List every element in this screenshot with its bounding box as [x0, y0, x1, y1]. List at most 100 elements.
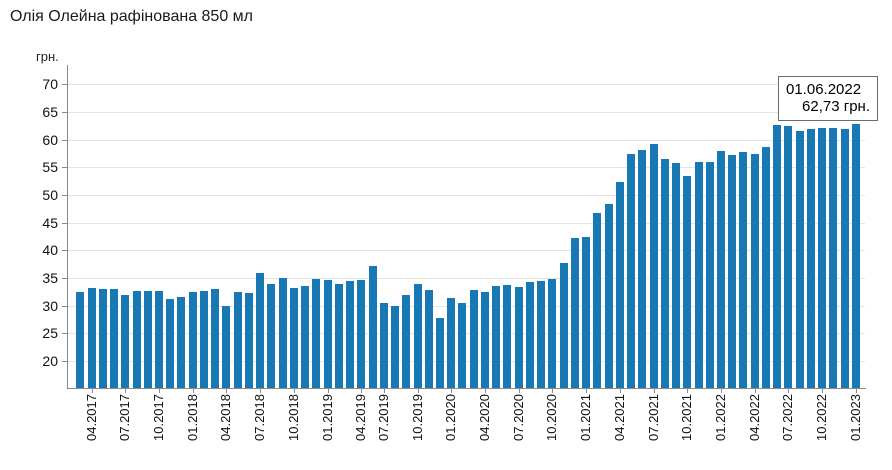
- bar-04.2018[interactable]: [222, 305, 231, 388]
- x-axis-tick: [193, 389, 194, 393]
- bar-10.2017[interactable]: [154, 290, 163, 388]
- bar-07.2020[interactable]: [514, 287, 523, 388]
- bar-10.2021[interactable]: [683, 176, 692, 388]
- bar-11.2020[interactable]: [559, 262, 568, 388]
- bar-04.2019[interactable]: [357, 279, 366, 388]
- bar-07.2018[interactable]: [256, 273, 265, 388]
- bar-06.2017[interactable]: [110, 289, 119, 388]
- bar-03.2017[interactable]: [76, 292, 85, 388]
- bar-05.2019[interactable]: [368, 266, 377, 388]
- bar-12.2020[interactable]: [570, 238, 579, 388]
- bar-08.2018[interactable]: [267, 283, 276, 388]
- bar-03.2019[interactable]: [346, 281, 355, 388]
- bar-04.2021[interactable]: [615, 181, 624, 388]
- bar-11.2019[interactable]: [424, 289, 433, 388]
- bar-01.2019[interactable]: [323, 279, 332, 388]
- bar-06.2020[interactable]: [503, 284, 512, 388]
- y-axis-tick: [62, 278, 67, 279]
- bar-05.2017[interactable]: [98, 289, 107, 388]
- bar-11.2022[interactable]: [829, 127, 838, 388]
- bar-02.2019[interactable]: [334, 283, 343, 388]
- bar-08.2022[interactable]: [795, 130, 804, 388]
- x-tick-label: 01.2021: [578, 394, 594, 441]
- bar-09.2019[interactable]: [402, 295, 411, 388]
- x-tick-label: 10.2017: [151, 394, 166, 441]
- bar-01.2020[interactable]: [447, 298, 456, 388]
- bar-02.2018[interactable]: [199, 290, 208, 388]
- bar-06.2022[interactable]: [773, 124, 782, 388]
- bar-11.2021[interactable]: [694, 161, 703, 388]
- bar-09.2022[interactable]: [806, 128, 815, 388]
- bar-02.2021[interactable]: [593, 212, 602, 388]
- bar-05.2018[interactable]: [233, 292, 242, 388]
- x-tick-label: 10.2019: [409, 394, 425, 441]
- bar-09.2021[interactable]: [672, 163, 681, 388]
- bar-12.2017[interactable]: [177, 297, 186, 388]
- bar-11.2018[interactable]: [301, 285, 310, 388]
- bar-05.2020[interactable]: [492, 286, 501, 388]
- bar-04.2022[interactable]: [750, 154, 759, 388]
- y-tick-label: 25: [42, 325, 58, 341]
- bar-08.2019[interactable]: [391, 306, 400, 388]
- bar-12.2018[interactable]: [312, 279, 321, 388]
- x-tick-label: 07.2020: [510, 394, 526, 441]
- bar-10.2022[interactable]: [818, 127, 827, 388]
- bar-03.2022[interactable]: [739, 152, 748, 388]
- gridline: [68, 167, 865, 168]
- bar-09.2020[interactable]: [537, 280, 546, 388]
- bar-06.2018[interactable]: [244, 293, 253, 388]
- y-tick-label: 65: [42, 104, 58, 120]
- bar-07.2021[interactable]: [649, 143, 658, 388]
- gridline: [68, 361, 865, 362]
- x-tick-label: 01.2023: [847, 394, 863, 441]
- y-tick-label: 70: [42, 76, 58, 92]
- x-tick-label: 04.2021: [611, 394, 627, 441]
- bar-11.2017[interactable]: [166, 299, 175, 388]
- bar-02.2022[interactable]: [728, 154, 737, 388]
- bar-12.2022[interactable]: [840, 129, 849, 388]
- bar-03.2018[interactable]: [211, 289, 220, 388]
- bar-01.2018[interactable]: [188, 292, 197, 388]
- bar-02.2020[interactable]: [458, 302, 467, 388]
- gridline: [68, 278, 865, 279]
- bar-08.2017[interactable]: [132, 290, 141, 388]
- bar-05.2021[interactable]: [627, 154, 636, 388]
- bar-04.2017[interactable]: [87, 287, 96, 388]
- bar-07.2022[interactable]: [784, 126, 793, 388]
- bar-04.2020[interactable]: [480, 292, 489, 388]
- bar-12.2021[interactable]: [705, 162, 714, 388]
- x-tick-label: 04.2017: [83, 394, 99, 441]
- bar-08.2020[interactable]: [525, 282, 534, 388]
- y-axis-tick: [62, 333, 67, 334]
- tooltip: 01.06.2022 62,73 грн.: [778, 76, 878, 121]
- x-axis-tick: [451, 389, 452, 393]
- x-tick-label: 01.2022: [713, 394, 728, 441]
- bar-03.2020[interactable]: [469, 289, 478, 388]
- y-tick-label: 50: [42, 187, 58, 203]
- bar-01.2022[interactable]: [716, 150, 725, 388]
- bar-08.2021[interactable]: [660, 159, 669, 388]
- bar-09.2017[interactable]: [143, 291, 152, 388]
- bar-09.2018[interactable]: [278, 277, 287, 388]
- bar-10.2018[interactable]: [289, 287, 298, 388]
- y-tick-label: 40: [42, 242, 58, 258]
- bar-07.2019[interactable]: [379, 303, 388, 388]
- x-axis-tick: [125, 389, 126, 393]
- bar-01.2023[interactable]: [851, 123, 860, 388]
- bar-03.2021[interactable]: [604, 203, 613, 388]
- y-axis-tick: [62, 167, 67, 168]
- bar-05.2022[interactable]: [761, 146, 770, 388]
- x-tick-label: 07.2021: [645, 394, 661, 441]
- gridline: [68, 140, 865, 141]
- bar-06.2021[interactable]: [638, 150, 647, 388]
- bar-10.2019[interactable]: [413, 283, 422, 388]
- x-axis-tick: [361, 389, 362, 393]
- bar-10.2020[interactable]: [548, 278, 557, 388]
- bar-12.2019[interactable]: [435, 318, 444, 388]
- bar-01.2021[interactable]: [582, 236, 591, 388]
- y-axis-line: [67, 65, 68, 389]
- x-axis-tick: [328, 389, 329, 393]
- bar-07.2017[interactable]: [121, 294, 130, 388]
- chart-title: Олія Олейна рафінована 850 мл: [10, 8, 254, 25]
